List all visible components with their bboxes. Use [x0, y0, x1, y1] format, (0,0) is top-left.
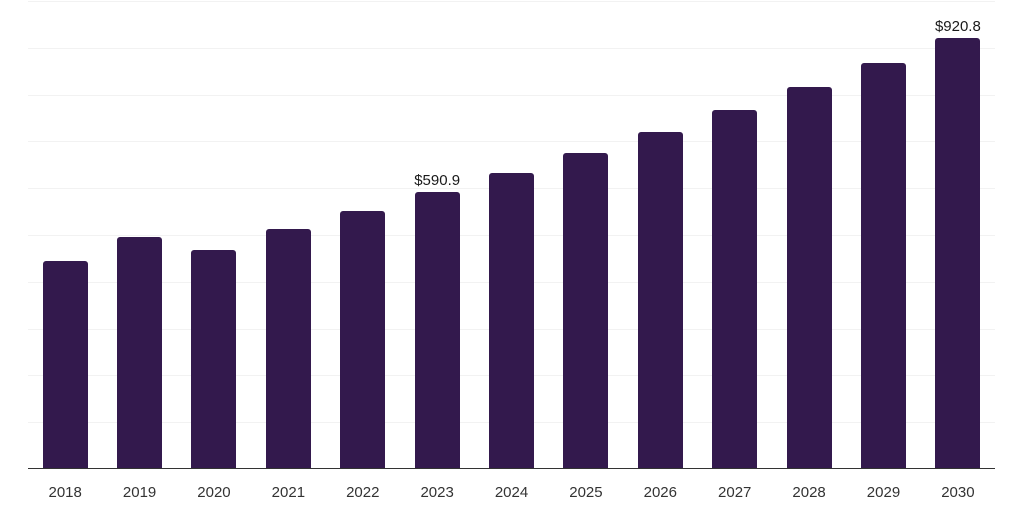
bar-2024[interactable]: [489, 173, 535, 469]
x-axis-labels: 2018 2019 2020 2021 2022 2023 2024 2025 2026 2027…: [28, 484, 995, 501]
bars-layer: $590.9 $920.8: [28, 1, 995, 469]
bar-column-2027: [698, 1, 772, 469]
bar-2019[interactable]: [117, 236, 163, 469]
bar-2027[interactable]: [712, 110, 758, 469]
bar-column-2029: [846, 1, 920, 469]
x-axis-line: [28, 468, 995, 469]
bar-column-2025: [549, 1, 623, 469]
bar-column-2018: [28, 1, 102, 469]
bar-column-2019: [102, 1, 176, 469]
x-tick-label-2026: 2026: [643, 484, 677, 501]
bar-column-2021: [251, 1, 325, 469]
plot-area: $590.9 $920.8: [28, 1, 995, 469]
bar-column-2022: [326, 1, 400, 469]
bar-2020[interactable]: [191, 249, 237, 469]
gridline-1000: [28, 1, 995, 2]
bar-2030[interactable]: [935, 38, 981, 469]
bar-2029[interactable]: [860, 62, 906, 469]
x-tick-label-2029: 2029: [866, 484, 901, 501]
x-tick-label-2021: 2021: [271, 484, 306, 501]
gridline-700: [28, 141, 995, 143]
bar-2028[interactable]: [786, 87, 832, 469]
bar-2023[interactable]: [414, 192, 460, 469]
bar-column-2024: [474, 1, 548, 469]
x-tick-label-2030: 2030: [941, 484, 975, 501]
x-tick-label-2025: 2025: [569, 484, 603, 501]
x-tick-label-2027: 2027: [718, 484, 752, 501]
bar-column-2026: [623, 1, 697, 469]
x-tick-label-2019: 2019: [122, 484, 157, 501]
bar-value-label-2023: $590.9: [414, 172, 461, 190]
bar-value-label-2030: $920.8: [934, 18, 981, 36]
gridline-900: [28, 47, 995, 49]
x-tick-label-2023: 2023: [420, 484, 454, 501]
x-tick-label-2020: 2020: [197, 484, 231, 501]
bar-column-2023: $590.9: [400, 1, 474, 469]
gridline-800: [28, 94, 995, 96]
bar-2018[interactable]: [42, 261, 88, 469]
x-tick-label-2022: 2022: [346, 484, 380, 501]
bar-column-2028: [772, 1, 846, 469]
bar-column-2030: $920.8: [921, 1, 995, 469]
bar-2021[interactable]: [265, 228, 311, 469]
bar-column-2020: [177, 1, 251, 469]
bar-2026[interactable]: [637, 132, 683, 469]
bar-2022[interactable]: [340, 211, 386, 469]
bar-2025[interactable]: [563, 153, 609, 469]
x-tick-label-2028: 2028: [792, 484, 826, 501]
x-tick-label-2018: 2018: [48, 484, 82, 501]
x-tick-label-2024: 2024: [494, 484, 529, 501]
